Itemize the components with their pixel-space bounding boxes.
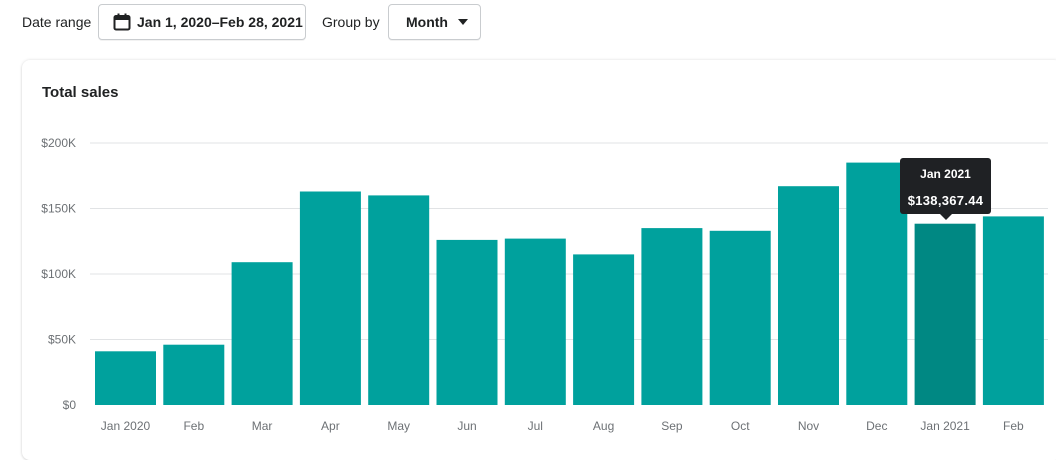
tooltip-label: Jan 2021	[920, 167, 971, 181]
group-by-select[interactable]: Month	[388, 4, 481, 40]
x-tick-label: Feb	[1003, 419, 1024, 433]
tooltip-value: $138,367.44	[907, 193, 984, 208]
x-tick-label: Jan 2020	[101, 419, 151, 433]
bar-2[interactable]	[231, 262, 293, 405]
bar-4[interactable]	[368, 195, 430, 405]
y-tick-label: $150K	[41, 202, 76, 216]
bar-7[interactable]	[573, 254, 635, 405]
filter-toolbar: Date range Jan 1, 2020–Feb 28, 2021 Grou…	[0, 0, 1056, 50]
x-tick-label: Dec	[866, 419, 887, 433]
y-tick-label: $50K	[48, 333, 76, 347]
bar-10[interactable]	[778, 186, 839, 405]
x-tick-label: Apr	[321, 419, 340, 433]
bar-3[interactable]	[299, 191, 361, 406]
bar-0[interactable]	[95, 351, 156, 405]
x-tick-label: May	[387, 419, 410, 433]
bar-12[interactable]	[914, 223, 976, 405]
bar-1[interactable]	[163, 344, 225, 405]
chart-tooltip: Jan 2021 $138,367.44	[900, 158, 991, 220]
x-tick-label: Feb	[183, 419, 204, 433]
card-title: Total sales	[42, 84, 119, 101]
calendar-icon	[113, 13, 131, 31]
bar-13[interactable]	[982, 216, 1044, 405]
x-tick-label: Sep	[661, 419, 683, 433]
group-by-value: Month	[406, 14, 448, 30]
bar-8[interactable]	[641, 228, 703, 405]
y-tick-label: $0	[63, 398, 77, 412]
y-tick-label: $100K	[41, 267, 76, 281]
x-tick-label: Jul	[528, 419, 543, 433]
date-range-label: Date range	[22, 14, 92, 30]
bar-9[interactable]	[709, 230, 771, 405]
x-tick-label: Nov	[798, 419, 819, 433]
date-range-button[interactable]: Jan 1, 2020–Feb 28, 2021	[98, 4, 306, 40]
tooltip-arrow	[940, 214, 952, 220]
x-tick-label: Jun	[457, 419, 476, 433]
bar-6[interactable]	[504, 238, 566, 405]
date-range-value: Jan 1, 2020–Feb 28, 2021	[137, 14, 303, 30]
x-tick-label: Oct	[731, 419, 750, 433]
x-tick-label: Jan 2021	[920, 419, 970, 433]
x-tick-label: Mar	[252, 419, 273, 433]
group-by-label: Group by	[322, 14, 380, 30]
x-tick-label: Aug	[593, 419, 614, 433]
y-tick-label: $200K	[41, 136, 76, 150]
bar-5[interactable]	[436, 239, 498, 405]
caret-down-icon	[457, 19, 468, 25]
bar-11[interactable]	[846, 162, 908, 405]
